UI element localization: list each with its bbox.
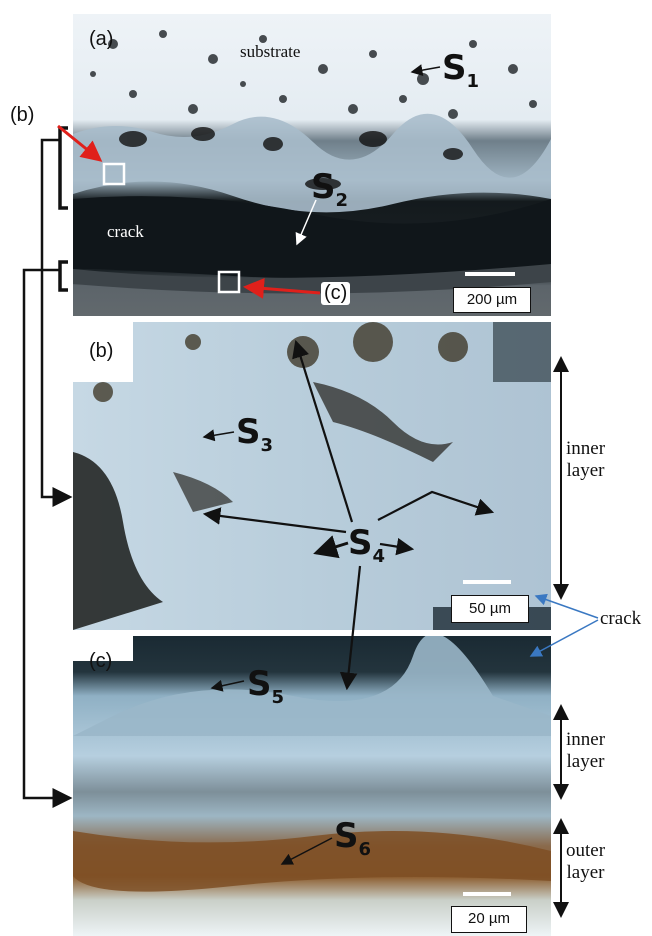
spot-s2: S2: [311, 167, 349, 211]
connector-c: [22, 268, 73, 808]
crack-label: crack: [107, 222, 144, 241]
inner-layer-c-label: inner layer: [566, 729, 606, 772]
scale-bar-a: [465, 272, 515, 276]
micrograph-c-image: [73, 636, 551, 936]
crack-side-label: crack: [600, 608, 642, 629]
scale-bar-c: [463, 892, 511, 896]
callout-c-label: (c): [321, 282, 351, 305]
micrograph-a-image: [73, 14, 551, 316]
spot-s1: S1: [442, 48, 480, 92]
inner-layer-b-label: inner layer: [566, 438, 606, 481]
panel-a-label: (a): [89, 28, 114, 50]
micrograph-panel-b: (b) 50 µm: [73, 322, 551, 630]
scale-bar-b: [463, 580, 511, 584]
scale-label-b: 50 µm: [451, 595, 529, 623]
connector-b: [40, 138, 73, 507]
scale-label-a: 200 µm: [453, 287, 531, 313]
micrograph-panel-a: (a) substrate crack 200 µm (c): [73, 14, 551, 316]
scale-label-c: 20 µm: [451, 906, 527, 933]
substrate-label: substrate: [240, 42, 301, 61]
bracket-b: [58, 126, 68, 292]
left-b-label: (b): [10, 104, 35, 126]
spot-s5: S5: [247, 664, 285, 708]
spot-s3: S3: [236, 412, 274, 456]
outer-layer-label: outer layer: [566, 840, 606, 883]
panel-c-label: (c): [89, 650, 113, 672]
spot-s4: S4: [348, 523, 386, 567]
spot-s6: S6: [334, 816, 372, 860]
panel-b-label: (b): [89, 340, 114, 362]
micrograph-panel-c: (c) 20 µm: [73, 636, 551, 936]
